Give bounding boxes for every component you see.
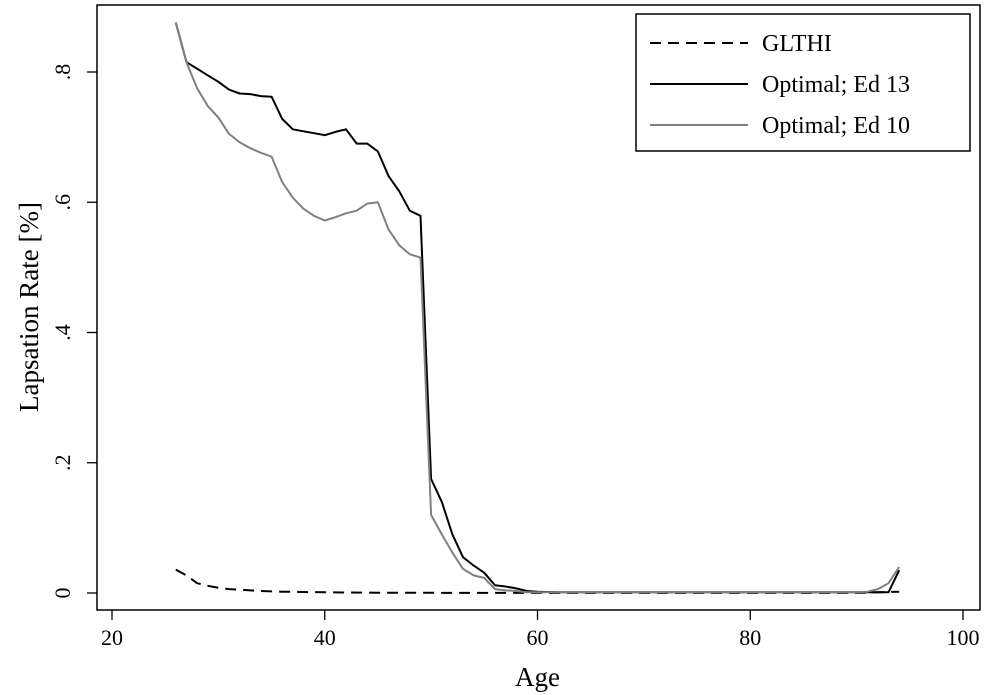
y-axis: 0 .2 .4 .6 .8 — [50, 64, 97, 599]
legend-label: Optimal; Ed 10 — [762, 113, 910, 139]
series-layer — [174, 22, 901, 594]
legend-box — [635, 13, 971, 152]
y-axis-title: Lapsation Rate [%] — [14, 202, 44, 412]
legend-label: Optimal; Ed 13 — [762, 72, 910, 98]
x-axis: 20 40 60 80 100 — [101, 610, 980, 650]
y-tick-label: 0 — [50, 588, 75, 599]
y-tick-label: .4 — [50, 324, 75, 341]
x-tick-label: 80 — [739, 625, 761, 650]
series-line-glthi — [175, 568, 900, 594]
x-axis-title: Age — [515, 662, 560, 692]
x-tick-label: 20 — [101, 625, 123, 650]
series-line-optimal-ed-10 — [174, 22, 901, 594]
plot-area-frame — [96, 4, 981, 611]
x-tick-label: 60 — [527, 625, 549, 650]
y-tick-label: .8 — [50, 64, 75, 81]
y-tick-label: .6 — [50, 194, 75, 211]
legend: GLTHI Optimal; Ed 13 Optimal; Ed 10 — [635, 13, 971, 152]
x-tick-label: 40 — [314, 625, 336, 650]
x-tick-label: 100 — [947, 625, 980, 650]
y-tick-label: .2 — [50, 455, 75, 472]
legend-label: GLTHI — [762, 31, 832, 57]
